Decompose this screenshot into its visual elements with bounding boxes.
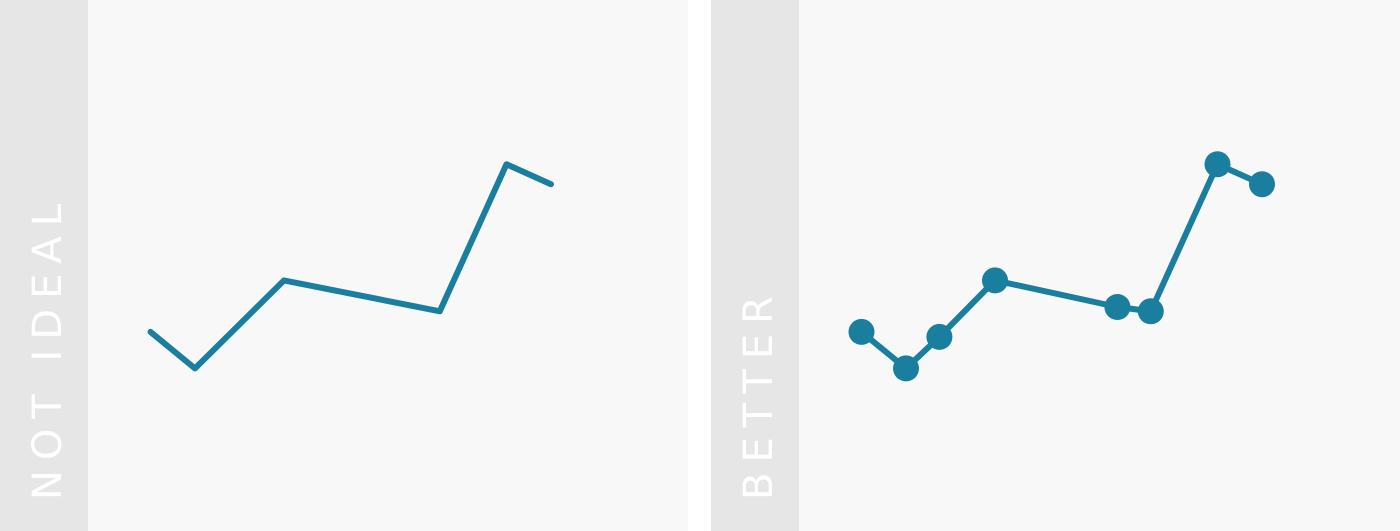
series-line xyxy=(147,161,554,372)
label-strip: BETTER xyxy=(711,0,799,531)
data-point xyxy=(848,318,875,345)
data-point xyxy=(1204,151,1231,178)
line-chart-not-ideal xyxy=(147,161,554,372)
panel-better: BETTER xyxy=(711,0,1400,531)
data-point xyxy=(982,267,1008,294)
data-point xyxy=(893,355,919,382)
series-line xyxy=(858,161,1265,372)
line-chart-better xyxy=(848,151,1275,382)
label-strip: NOT IDEAL xyxy=(0,0,88,531)
data-point xyxy=(1104,294,1131,320)
data-point xyxy=(926,323,953,350)
data-point xyxy=(1249,171,1275,198)
panel-not-ideal: NOT IDEAL xyxy=(0,0,688,531)
data-point xyxy=(1137,298,1164,325)
